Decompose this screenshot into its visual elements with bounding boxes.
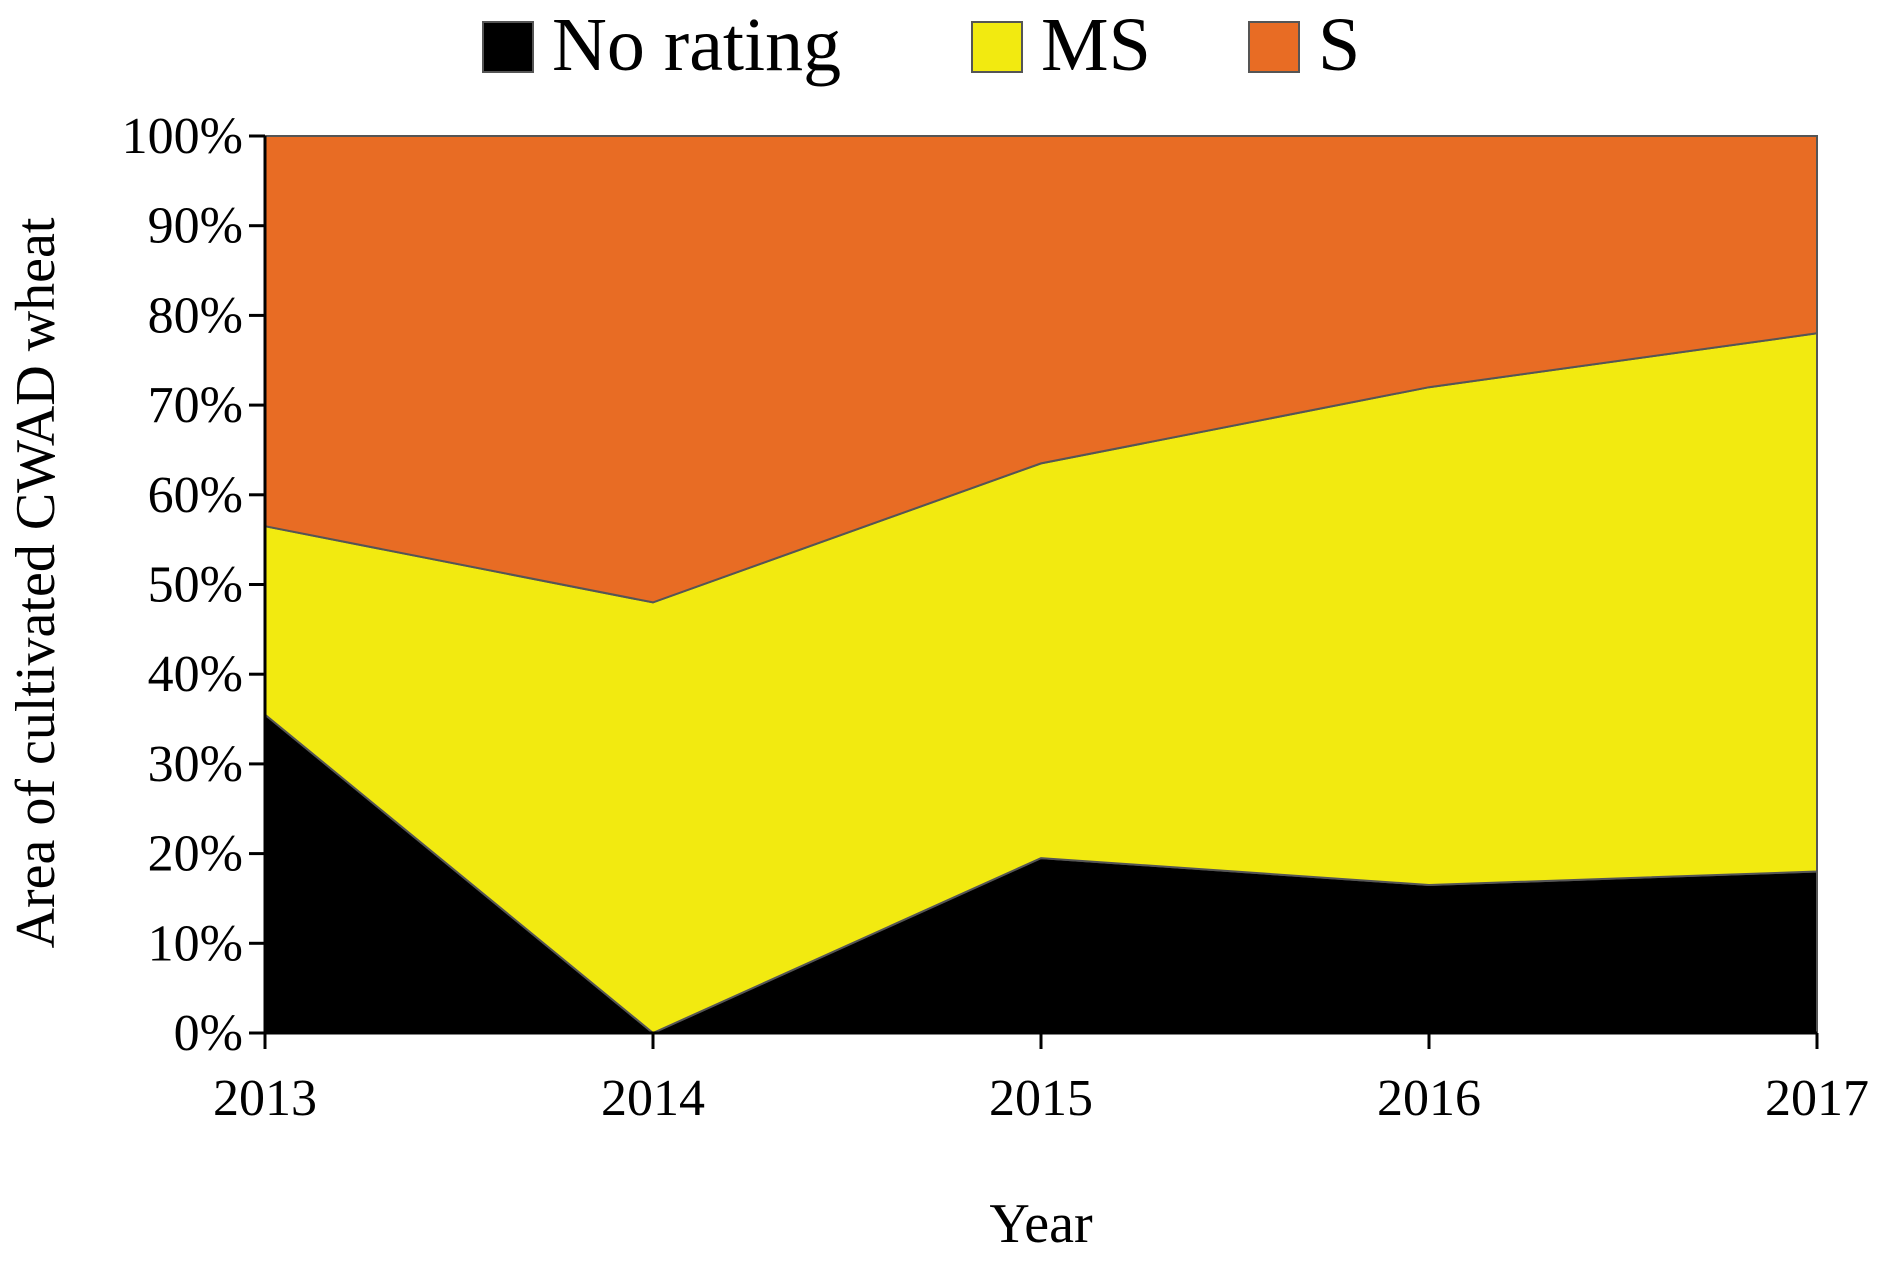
x-tick-label: 2014 — [601, 1070, 705, 1127]
y-tick-labels: 0% 10% 20% 30% 40% 50% 60% 70% 80% 90% 100% — [122, 108, 265, 1062]
legend-item-ms: MS — [971, 3, 1151, 87]
legend-item-s: S — [1248, 3, 1360, 87]
legend-swatch — [971, 21, 1023, 73]
y-tick-label: 60% — [148, 467, 243, 524]
x-tick-label: 2017 — [1765, 1070, 1869, 1127]
y-tick-label: 90% — [148, 198, 243, 255]
y-tick-label: 50% — [148, 557, 243, 614]
legend: No rating MS S — [482, 3, 1360, 87]
y-tick-label: 100% — [122, 108, 243, 165]
x-tick-label: 2015 — [989, 1070, 1093, 1127]
y-tick-label: 30% — [148, 736, 243, 793]
y-tick-label: 10% — [148, 915, 243, 972]
area-s — [264, 135, 1818, 604]
x-tick-label: 2016 — [1377, 1070, 1481, 1127]
legend-label: MS — [1041, 3, 1151, 87]
x-tick-labels: 2013 2014 2015 2016 2017 — [213, 1033, 1869, 1127]
x-tick-label: 2013 — [213, 1070, 317, 1127]
y-tick-label: 70% — [148, 377, 243, 434]
y-tick-label: 20% — [148, 826, 243, 883]
area-layers — [264, 135, 1818, 1035]
legend-label: S — [1318, 3, 1360, 87]
y-tick-label: 0% — [174, 1005, 243, 1062]
legend-swatch — [1248, 21, 1300, 73]
legend-swatch — [482, 21, 534, 73]
legend-item-no-rating: No rating — [482, 3, 841, 87]
y-tick-label: 40% — [148, 646, 243, 703]
y-tick-label: 80% — [148, 287, 243, 344]
y-axis-title: Area of cultivated CWAD wheat — [5, 217, 67, 948]
legend-label: No rating — [552, 3, 841, 87]
x-axis-title: Year — [989, 1193, 1093, 1255]
